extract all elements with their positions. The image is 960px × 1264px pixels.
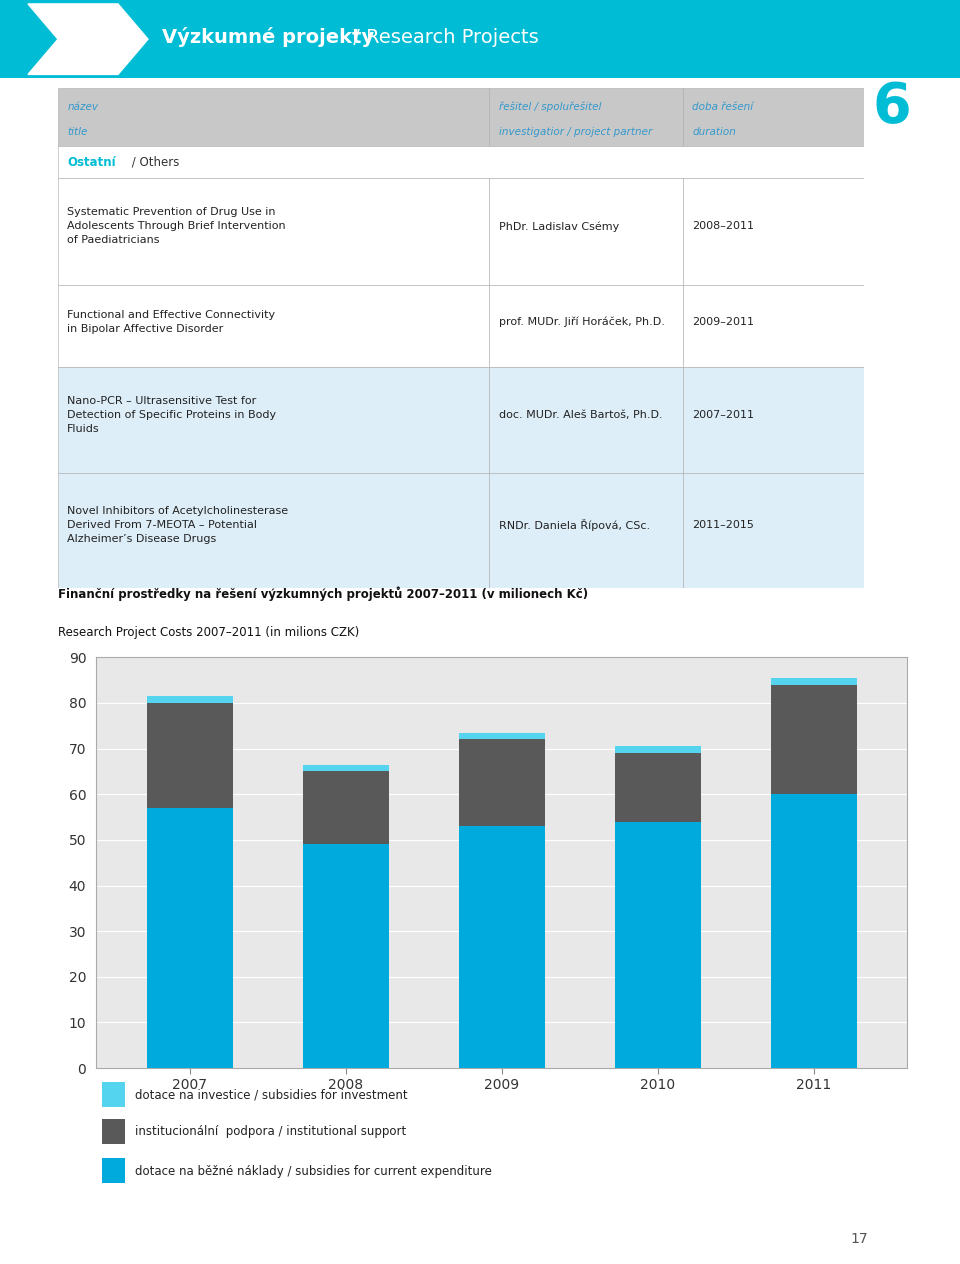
Text: Výzkumné projekty: Výzkumné projekty <box>162 28 374 47</box>
Text: / Research Projects: / Research Projects <box>347 28 539 47</box>
Bar <box>489 473 683 588</box>
Text: 17: 17 <box>851 1231 868 1246</box>
Bar <box>103 1082 125 1107</box>
Bar <box>489 367 683 473</box>
Bar <box>58 88 489 145</box>
Text: 6: 6 <box>873 81 911 134</box>
Text: doba řešení: doba řešení <box>692 102 754 111</box>
Text: Ostatní: Ostatní <box>67 155 116 168</box>
Bar <box>683 284 864 367</box>
Bar <box>459 739 544 827</box>
Text: Research Project Costs 2007–2011 (in milions CZK): Research Project Costs 2007–2011 (in mil… <box>58 626 359 638</box>
Text: 2007–2011: 2007–2011 <box>692 410 755 420</box>
Text: doc. MUDr. Aleš Bartoš, Ph.D.: doc. MUDr. Aleš Bartoš, Ph.D. <box>498 410 662 420</box>
Text: Nano-PCR – Ultrasensitive Test for
Detection of Specific Proteins in Body
Fluids: Nano-PCR – Ultrasensitive Test for Detec… <box>67 396 276 434</box>
Bar <box>58 284 489 367</box>
Bar <box>58 473 489 588</box>
Text: 2011–2015: 2011–2015 <box>692 520 755 530</box>
Text: Finanční prostředky na řešení výzkumných projektů 2007–2011 (v milionech Kč): Finanční prostředky na řešení výzkumných… <box>58 586 588 602</box>
Bar <box>683 473 864 588</box>
Bar <box>614 753 701 822</box>
Text: title: title <box>67 126 87 137</box>
Text: Novel Inhibitors of Acetylcholinesterase
Derived From 7-MEOTA – Potential
Alzhei: Novel Inhibitors of Acetylcholinesterase… <box>67 506 288 544</box>
Bar <box>489 88 683 145</box>
Text: / Others: / Others <box>128 155 180 168</box>
Text: název: název <box>67 102 98 111</box>
Text: dotace na investice / subsidies for investment: dotace na investice / subsidies for inve… <box>135 1088 408 1101</box>
Bar <box>58 367 489 473</box>
Bar <box>614 746 701 753</box>
Bar <box>771 678 856 685</box>
Bar <box>683 88 864 145</box>
Bar <box>58 178 489 284</box>
Bar <box>614 822 701 1068</box>
Bar <box>459 827 544 1068</box>
Bar <box>489 284 683 367</box>
Text: 2009–2011: 2009–2011 <box>692 317 755 326</box>
Bar <box>771 685 856 794</box>
Text: 2008–2011: 2008–2011 <box>692 221 755 231</box>
Bar <box>147 703 232 808</box>
Bar <box>103 1158 125 1183</box>
Text: Functional and Effective Connectivity
in Bipolar Affective Disorder: Functional and Effective Connectivity in… <box>67 310 276 334</box>
Bar <box>459 733 544 739</box>
Bar <box>302 765 389 771</box>
Bar <box>489 178 683 284</box>
Bar <box>302 844 389 1068</box>
Text: dotace na běžné náklady / subsidies for current expenditure: dotace na běžné náklady / subsidies for … <box>135 1164 492 1178</box>
Bar <box>683 178 864 284</box>
Text: prof. MUDr. Jiří Horáček, Ph.D.: prof. MUDr. Jiří Horáček, Ph.D. <box>498 316 664 327</box>
Text: Systematic Prevention of Drug Use in
Adolescents Through Brief Intervention
of P: Systematic Prevention of Drug Use in Ado… <box>67 207 286 245</box>
Bar <box>103 1119 125 1144</box>
Text: řešitel / spoluřešitel: řešitel / spoluřešitel <box>498 101 601 112</box>
Bar <box>771 794 856 1068</box>
Bar <box>147 696 232 703</box>
Text: RNDr. Daniela Řípová, CSc.: RNDr. Daniela Řípová, CSc. <box>498 518 650 531</box>
Bar <box>302 771 389 844</box>
Bar <box>147 808 232 1068</box>
Polygon shape <box>28 4 148 75</box>
Text: duration: duration <box>692 126 736 137</box>
Bar <box>58 145 864 178</box>
Text: investigatior / project partner: investigatior / project partner <box>498 126 652 137</box>
Text: institucionální  podpora / institutional support: institucionální podpora / institutional … <box>135 1125 406 1138</box>
Bar <box>683 367 864 473</box>
Text: PhDr. Ladislav Csémy: PhDr. Ladislav Csémy <box>498 221 619 231</box>
